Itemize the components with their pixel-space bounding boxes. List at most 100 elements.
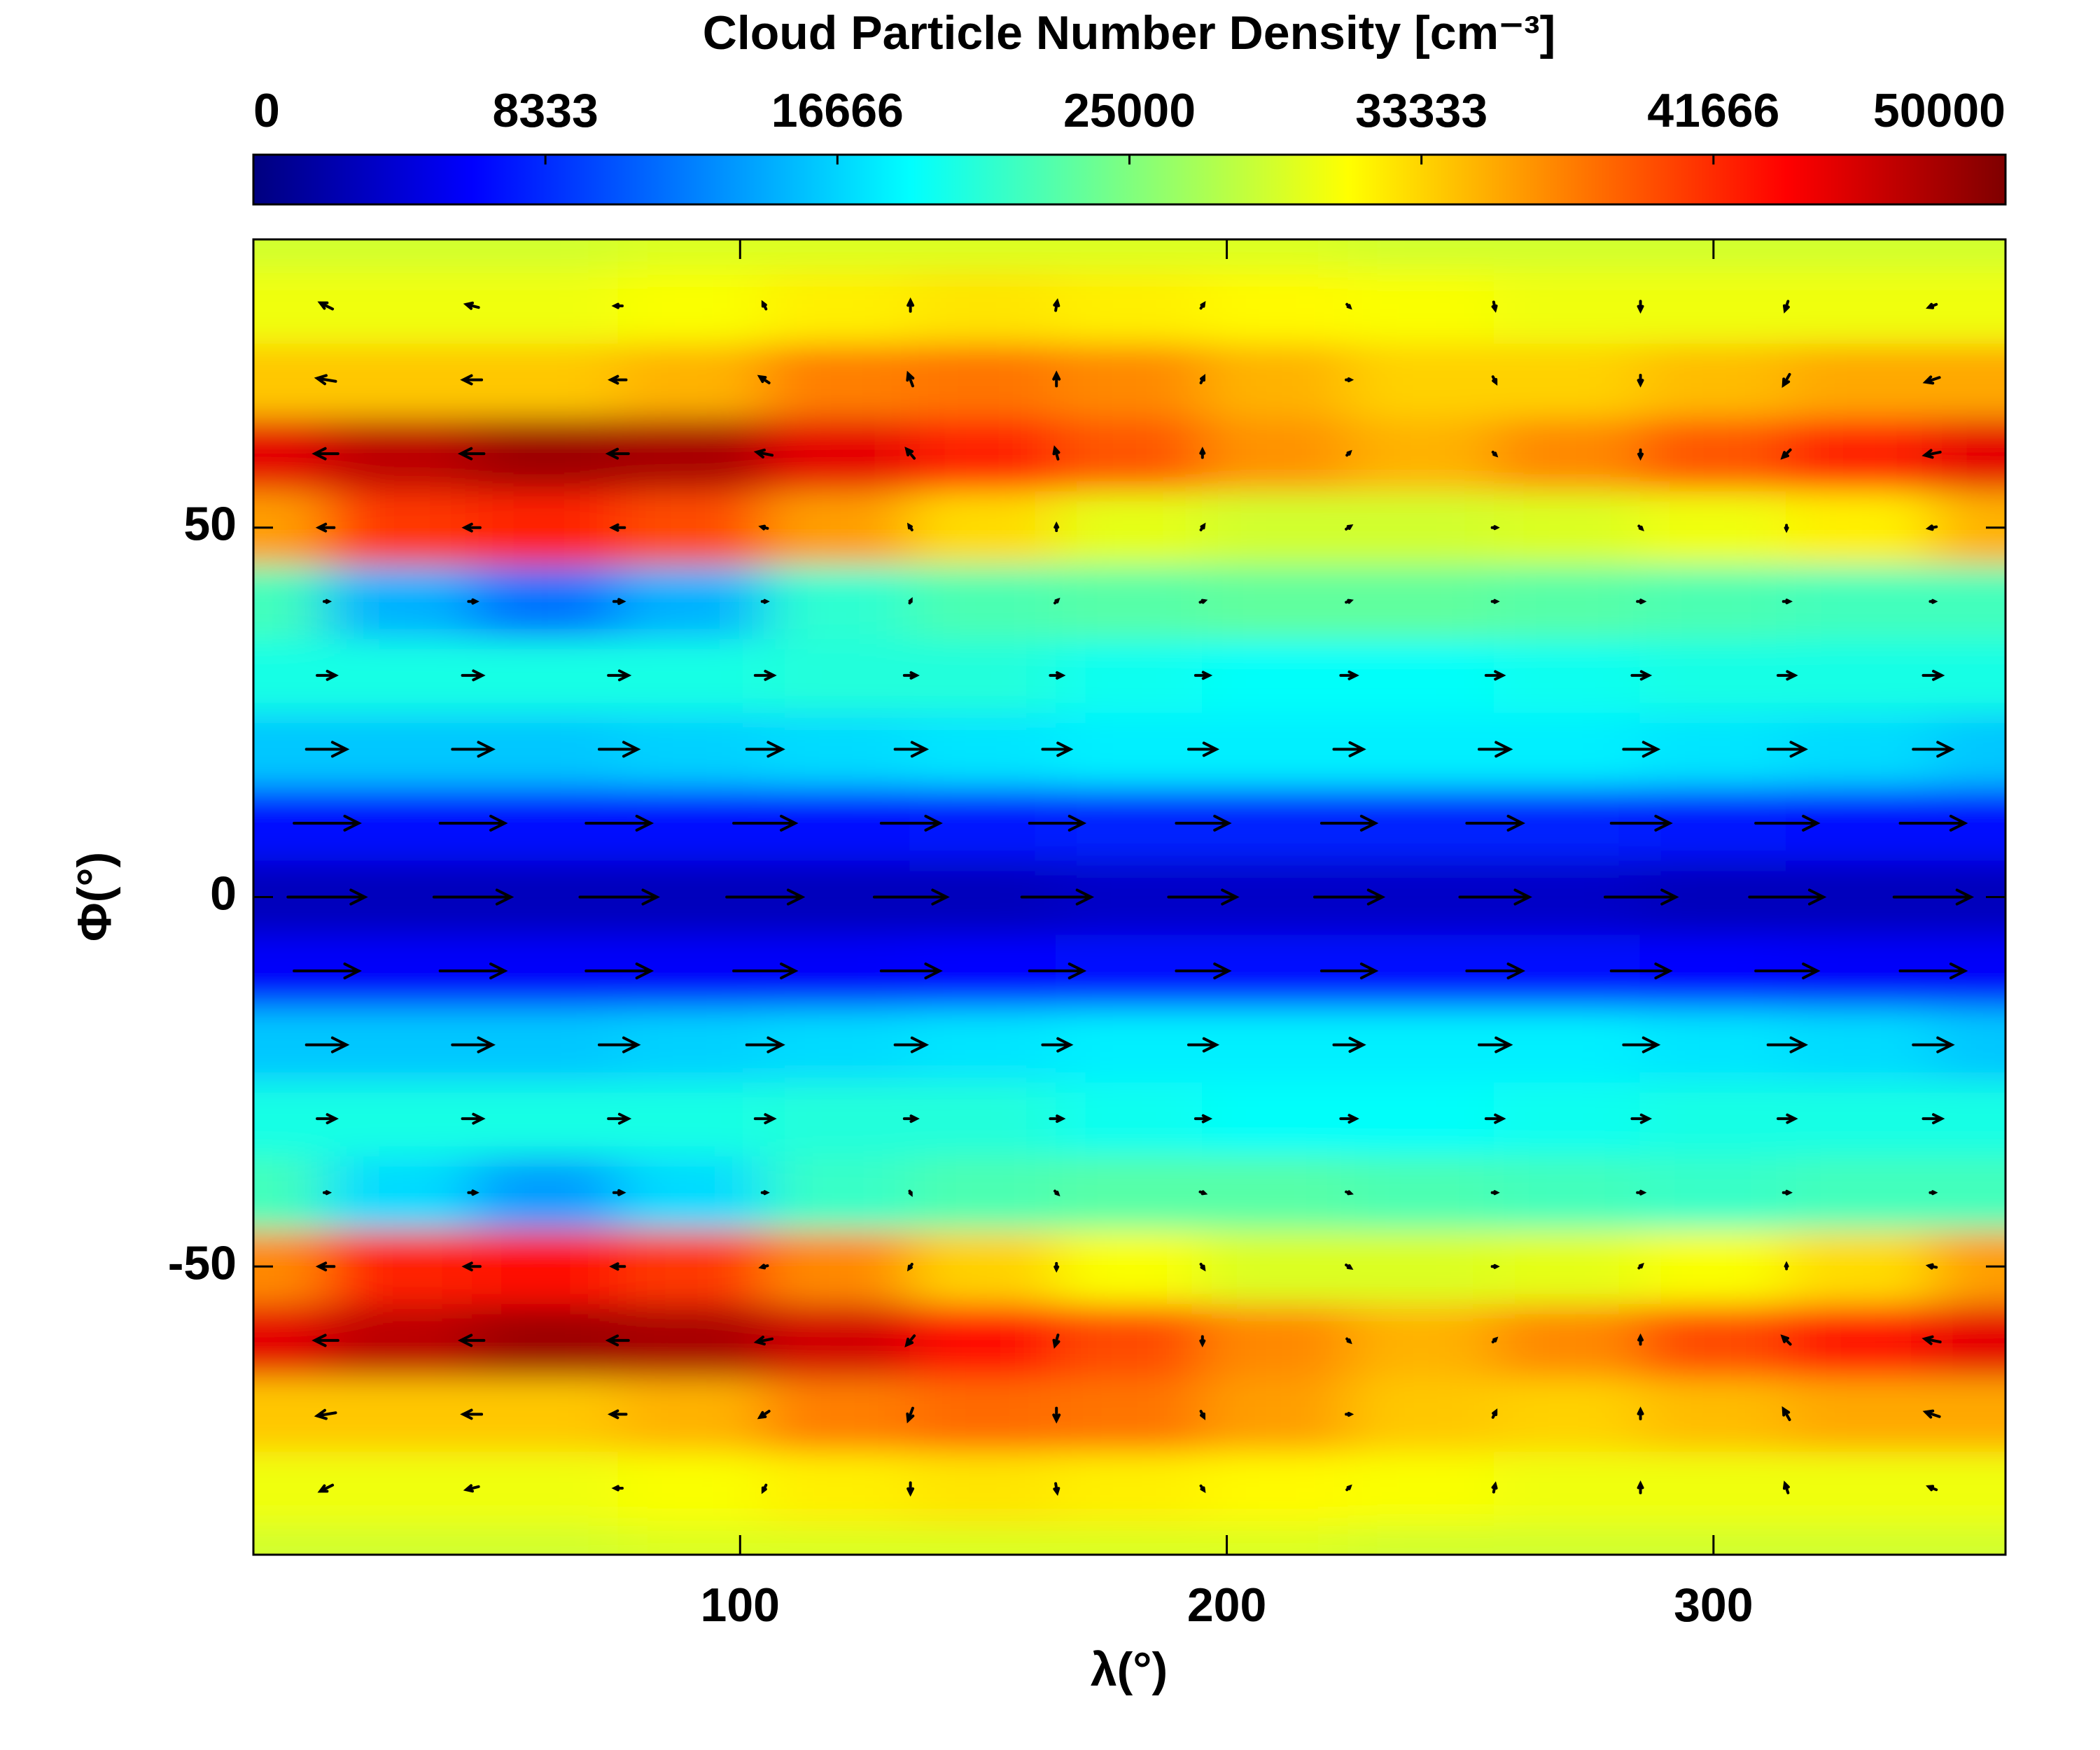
- wind-vector: [1892, 888, 1975, 906]
- wind-vector: [1175, 962, 1232, 980]
- wind-vector: [902, 1114, 920, 1124]
- field-cell: [471, 1228, 620, 1305]
- field-cell: [1056, 489, 1203, 566]
- wind-vector: [314, 1408, 337, 1420]
- field-cell: [764, 1007, 911, 1083]
- wind-vector: [906, 297, 915, 313]
- wind-vector: [597, 1036, 641, 1054]
- wind-vector: [1339, 670, 1359, 680]
- wind-vector: [461, 669, 486, 682]
- field-cell: [326, 1376, 473, 1452]
- wind-vector: [1020, 888, 1095, 906]
- wind-vector: [605, 1334, 630, 1347]
- field-cell: [1639, 1228, 1788, 1305]
- field-cell: [1348, 489, 1495, 566]
- field-cell: [1931, 342, 2005, 418]
- wind-vector: [607, 669, 632, 682]
- field-cell: [471, 1081, 620, 1156]
- wind-vector: [1053, 298, 1060, 312]
- wind-vector: [1925, 524, 1938, 531]
- field-cell: [1639, 1450, 1788, 1526]
- field-cell: [764, 268, 911, 344]
- field-cell: [764, 1303, 911, 1378]
- wind-vector: [612, 1189, 626, 1196]
- wind-vector: [1199, 300, 1206, 310]
- wind-vector: [753, 1113, 777, 1125]
- wind-vector: [611, 1485, 624, 1492]
- field-cell: [1786, 711, 1933, 788]
- field-cell: [909, 1376, 1058, 1452]
- wind-vector: [1332, 1037, 1366, 1054]
- wind-vector: [1921, 1335, 1942, 1345]
- wind-vector: [879, 962, 943, 980]
- wind-vector: [463, 301, 480, 310]
- wind-vector: [1637, 448, 1644, 461]
- wind-vector: [1194, 1114, 1213, 1124]
- field-cell: [1786, 268, 1933, 344]
- field-cell: [326, 1228, 473, 1305]
- wind-vector: [1054, 1189, 1060, 1197]
- wind-vector: [1199, 1263, 1206, 1272]
- field-cell: [617, 1450, 766, 1526]
- wind-vector: [467, 1189, 479, 1196]
- field-cell: [617, 1154, 766, 1231]
- field-layer: [253, 239, 2005, 1555]
- field-cell: [1056, 1154, 1203, 1231]
- field-cell: [253, 1081, 328, 1156]
- wind-vector: [315, 1261, 336, 1272]
- colorbar-tick-label: 25000: [1063, 84, 1196, 137]
- field-cell: [909, 416, 1058, 491]
- wind-vector: [1198, 1190, 1208, 1196]
- wind-vector: [906, 370, 915, 388]
- wind-vector: [906, 522, 913, 531]
- field-cell: [471, 1303, 620, 1378]
- wind-vector: [1922, 375, 1941, 385]
- x-axis-label: λ(°): [1091, 1643, 1168, 1696]
- field-cell: [1931, 1376, 2005, 1452]
- field-cell: [1493, 1007, 1642, 1083]
- wind-vector: [745, 1036, 785, 1054]
- wind-vector: [761, 1483, 768, 1494]
- wind-vector: [1484, 670, 1506, 681]
- field-cell: [764, 416, 911, 491]
- field-cell: [1931, 564, 2005, 640]
- wind-vector: [607, 1409, 628, 1420]
- wind-vector: [1636, 1189, 1647, 1196]
- wind-vector: [1637, 373, 1644, 388]
- field-cell: [1493, 1303, 1642, 1378]
- field-cell: [1786, 489, 1933, 566]
- wind-vector: [1490, 598, 1500, 604]
- field-cell: [471, 239, 620, 270]
- wind-vector: [312, 447, 340, 461]
- field-cell: [1931, 1524, 2005, 1555]
- wind-vector: [293, 814, 362, 832]
- wind-vector: [584, 962, 654, 980]
- wind-vector: [460, 1408, 484, 1420]
- field-cell: [1931, 416, 2005, 491]
- field-cell: [1201, 1303, 1350, 1378]
- field-cell: [1493, 564, 1642, 640]
- wind-vector: [906, 1481, 915, 1497]
- field-cell: [909, 489, 1058, 566]
- field-cell: [909, 342, 1058, 418]
- wind-vector: [1921, 669, 1945, 681]
- wind-vector: [1484, 1113, 1506, 1124]
- wind-vector: [757, 1410, 771, 1420]
- wind-vector: [1491, 1336, 1499, 1344]
- wind-vector: [1186, 1037, 1220, 1053]
- field-cell: [909, 1228, 1058, 1305]
- wind-vector: [732, 814, 799, 832]
- field-cell: [471, 1376, 620, 1452]
- wind-vector: [879, 814, 943, 832]
- wind-vector: [317, 1483, 335, 1493]
- field-cell: [1786, 1303, 1933, 1378]
- field-cell: [1201, 1228, 1350, 1305]
- field-cell: [326, 1081, 473, 1156]
- wind-vector: [1199, 1335, 1206, 1348]
- wind-vector: [1345, 302, 1352, 310]
- wind-vector: [457, 1334, 486, 1348]
- field-cell: [326, 239, 473, 270]
- wind-vector: [1490, 1190, 1500, 1196]
- wind-vector: [438, 814, 508, 832]
- x-tick-label: 300: [1674, 1578, 1753, 1632]
